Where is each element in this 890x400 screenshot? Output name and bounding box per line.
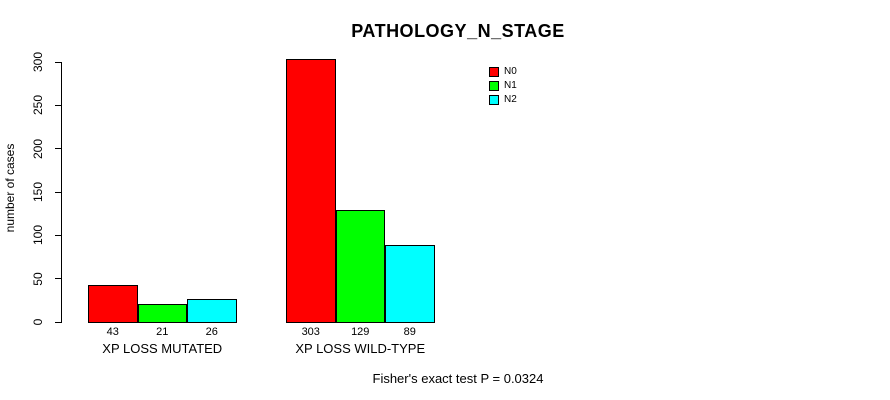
bar-value-label: 303	[301, 326, 320, 338]
y-axis-tick-label: 50	[31, 271, 45, 286]
y-axis-tick-label: 200	[31, 138, 45, 159]
y-axis-tick	[55, 61, 61, 63]
bar-value-label: 43	[106, 326, 119, 338]
y-axis-tick	[55, 278, 61, 280]
y-axis-tick-label: 0	[31, 318, 45, 326]
bar-N0-wild-type	[286, 59, 336, 323]
legend-label-N2: N2	[504, 94, 517, 105]
y-axis-tick-label: 250	[31, 95, 45, 116]
y-axis-tick-label: 100	[31, 225, 45, 246]
y-axis-tick	[55, 191, 61, 193]
bar-value-label: 129	[351, 326, 370, 338]
bar-value-label: 26	[205, 326, 218, 338]
bar-N2-mutated	[187, 299, 237, 323]
x-axis-category-label: XP LOSS MUTATED	[102, 341, 223, 356]
y-axis-tick	[55, 234, 61, 236]
y-axis-tick-label: 150	[31, 181, 45, 203]
bar-N1-mutated	[137, 303, 187, 323]
bar-value-label: 89	[403, 326, 416, 338]
bar-N1-wild-type	[335, 210, 385, 323]
bar-N0-mutated	[88, 284, 138, 323]
chart-title: PATHOLOGY_N_STAGE	[351, 21, 565, 41]
legend-label-N1: N1	[504, 80, 517, 91]
legend-swatch-N0	[489, 67, 499, 77]
y-axis-label: number of cases	[3, 143, 17, 233]
legend-swatch-N2	[489, 95, 499, 105]
y-axis-tick	[55, 104, 61, 106]
legend-swatch-N1	[489, 81, 499, 91]
y-axis-line	[61, 62, 62, 323]
y-axis-tick	[55, 148, 61, 150]
y-axis-tick	[55, 321, 61, 323]
y-axis-tick-label: 300	[31, 51, 45, 73]
stat-annotation: Fisher's exact test P = 0.0324	[372, 371, 544, 386]
legend-label-N0: N0	[504, 66, 517, 77]
bar-value-label: 21	[156, 326, 169, 338]
bar-N2-wild-type	[385, 244, 435, 323]
x-axis-category-label: XP LOSS WILD-TYPE	[295, 341, 426, 356]
